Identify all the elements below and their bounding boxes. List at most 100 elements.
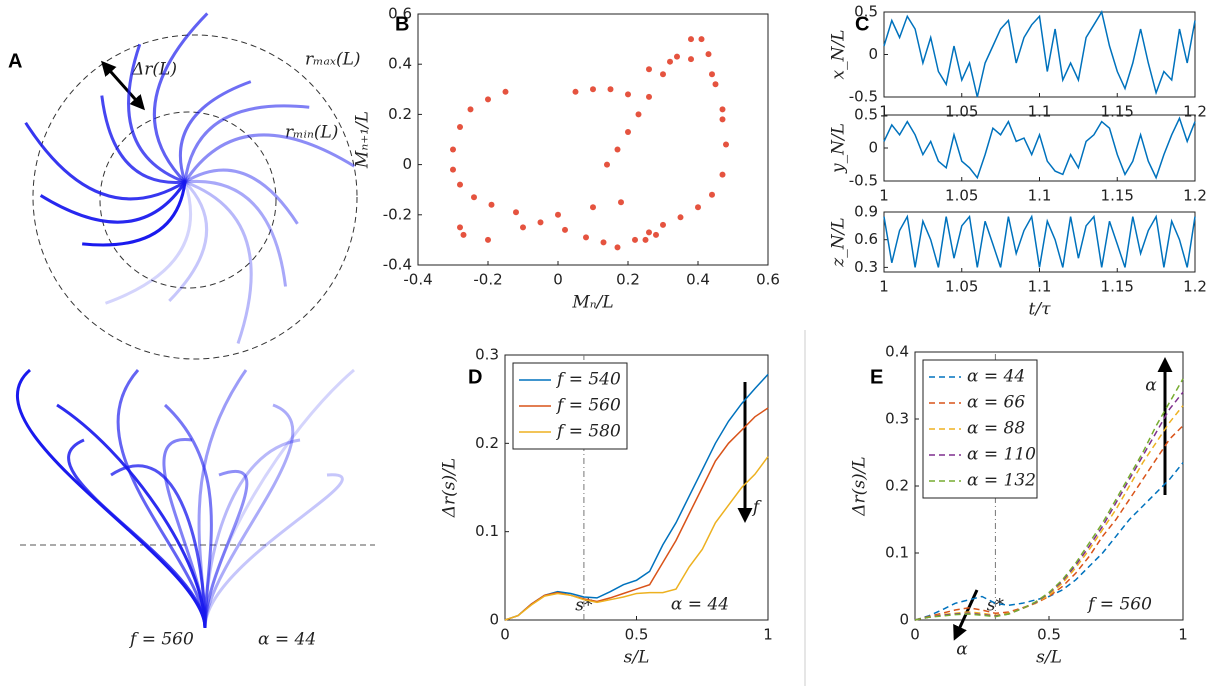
point [667,58,673,65]
rod-side [162,438,207,629]
y-tick-label: -0.4 [383,256,412,274]
x-tick-label: 1 [1178,626,1188,644]
x-tick-label: 1.15 [1101,278,1134,296]
point [688,56,694,63]
rod-side [163,403,213,629]
point [467,106,474,113]
f-label: f = 560 [128,630,194,650]
legend-label: f = 540 [555,370,621,390]
y-tick-label: 0 [899,611,909,629]
point [520,224,526,231]
y-tick-label: -0.2 [383,205,412,223]
point [485,236,491,243]
point [562,226,568,233]
panel-label: C [855,13,869,35]
rod-top [183,133,356,183]
rmax-label: rₘₐₓ(L) [305,50,361,70]
rod-side [203,473,344,629]
y-tick-label: 0.2 [388,105,412,123]
data-line [883,10,1196,98]
x-tick-label: 1 [879,278,889,296]
x-tick-label: 1.1 [1028,103,1052,121]
point [502,88,509,95]
point [614,244,621,251]
point [723,141,729,148]
point [537,219,544,226]
y-tick-label: 0.3 [885,410,909,428]
point [632,236,638,243]
x-tick-label: 1.2 [1183,103,1207,121]
y-tick-label: 0.2 [475,434,499,452]
annotation: f = 560 [1086,595,1152,615]
panel-label: B [395,13,409,35]
x-tick-label: 1.1 [1028,187,1052,205]
point [450,166,456,173]
x-tick-label: 0 [910,626,920,644]
point [635,111,642,118]
point [719,116,726,123]
point [607,86,614,93]
point [660,71,666,78]
delta-arrow [101,60,145,111]
legend-label: f = 580 [555,422,621,442]
x-tick-label: 1 [763,626,773,644]
y-axis-label: y_N/L [829,123,849,174]
panel-label: D [468,366,482,388]
y-tick-label: 0 [868,139,878,157]
x-tick-label: 1 [879,187,889,205]
point [646,66,652,73]
chart: -0.4 -0.2 0 0.2 0.4 0.6 -0.4 -0.2 0 0.2 0.4 0.6 Mₙ/L… [353,5,780,313]
rod-top [153,12,209,184]
panel-label: A [8,50,22,72]
point [719,106,726,113]
x-tick-label: 1.05 [945,187,978,205]
data-line [914,378,1184,621]
rod-top [184,180,253,344]
delta-label: Δr(L) [131,60,177,80]
y-axis-label: Δr(s)/L [850,456,870,516]
data-line [914,405,1184,621]
x-tick-label: 1 [879,103,889,121]
y-tick-label: 0.1 [885,544,909,562]
point [688,36,694,43]
rod-top [184,179,288,287]
point [625,91,631,98]
point [457,224,463,231]
point [646,93,652,100]
annotation: α [1145,376,1157,396]
y-tick-label: 0.1 [475,522,499,540]
point [450,146,456,153]
point [709,191,715,198]
data-line [883,214,1196,268]
y-tick-label: 0 [402,155,412,173]
illustration: A Δr(L) rₘₐₓ(L) rₘᵢₙ(L) f = 560 α = 44 [8,12,375,650]
rod-top [127,43,186,184]
point [600,239,607,246]
point [604,161,610,168]
plot-box [883,11,1196,98]
rod-side [116,369,207,629]
chart: 1 1.05 1.1 1.15 1.2 -0.5 0 0.5 x_N/L C [829,3,1207,121]
y-tick-label: 0 [868,45,878,63]
y-tick-label: 0.4 [388,55,412,73]
point [471,194,477,201]
point [488,201,495,208]
chart: 0 0.5 1 0 0.1 0.2 0.3 0.4 s/L Δr(s)/L Es* f = 560 α α… [850,343,1188,668]
y-tick-label: 0.5 [854,3,878,21]
legend-label: α = 110 [967,445,1036,465]
marker-label: s* [987,596,1005,616]
point [572,88,579,95]
y-tick-label: -0.5 [849,172,878,190]
rod-top [100,95,186,184]
y-axis-label: Δr(s)/L [440,458,460,518]
rod-top [24,121,186,201]
x-tick-label: 0.6 [756,271,780,289]
chart: 1 1.05 1.1 1.15 1.2 0.3 0.6 0.9 t/τ z_N/L [829,203,1207,320]
y-tick-label: 0.2 [885,477,909,495]
rod-side [203,403,295,629]
y-tick-label: 0.6 [388,5,412,23]
x-tick-label: 1.15 [1101,187,1134,205]
legend-label: α = 44 [967,367,1025,387]
point [705,51,712,58]
point [513,209,519,216]
